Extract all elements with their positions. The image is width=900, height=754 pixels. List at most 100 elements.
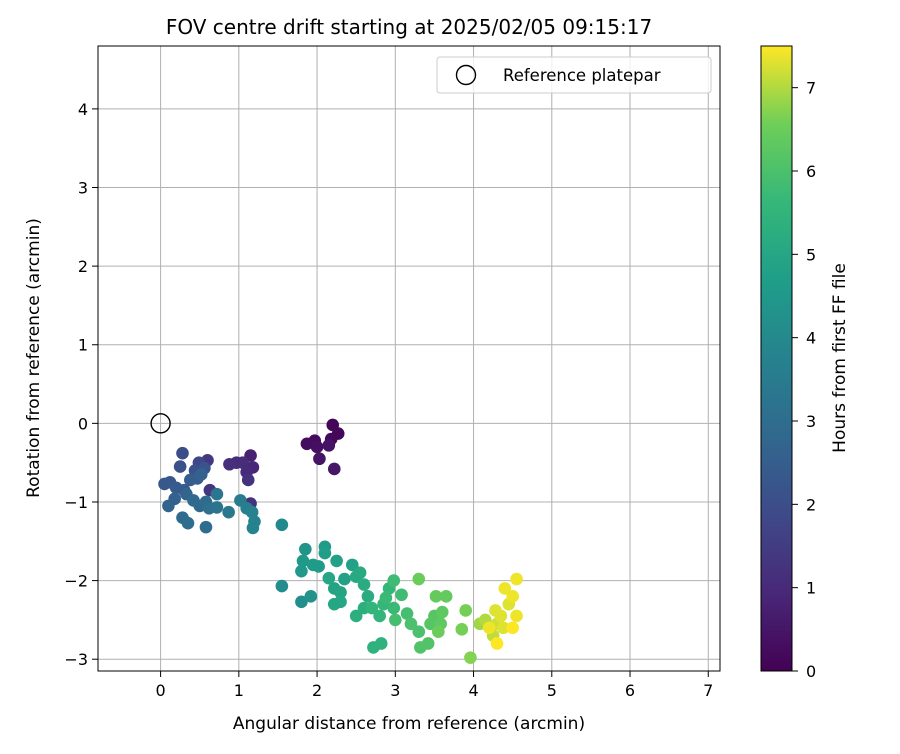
data-point [464,651,477,664]
colorbar-tick-label: 0 [806,662,816,681]
y-tick-label: 0 [78,414,88,433]
data-point [498,582,512,595]
data-point [210,501,224,514]
data-point [330,554,343,568]
data-point [455,623,469,636]
data-point [173,460,187,473]
colorbar-tick-label: 4 [806,329,816,348]
y-tick-label: 4 [78,100,88,119]
data-point [304,590,318,603]
legend-label: Reference platepar [503,66,661,85]
data-point [245,505,259,519]
data-point [181,516,195,530]
data-point [357,578,371,591]
data-point [222,505,235,519]
x-axis-label: Angular distance from reference (arcmin) [233,714,585,734]
data-point [345,558,359,572]
data-point [404,617,418,631]
data-point [295,595,308,609]
data-point [310,440,324,454]
data-point [334,586,347,599]
data-point [387,601,401,615]
chart-title: FOV centre drift starting at 2025/02/05 … [166,15,652,39]
data-point [506,621,519,635]
colorbar-gradient [760,45,793,672]
data-point [318,546,332,560]
data-point [322,439,336,452]
x-tick-label: 3 [390,681,400,700]
data-point [194,468,208,481]
data-point [374,637,388,650]
legend-box [436,56,712,94]
data-point [223,457,236,471]
x-tick-label: 7 [703,681,713,700]
data-point [275,518,289,532]
data-point [490,637,504,650]
x-axis-ticks: 0 1 2 3 4 5 6 7 [155,671,713,700]
x-tick-label: 6 [625,681,635,700]
grid [98,46,720,671]
data-point [162,499,175,513]
data-point [313,452,326,466]
data-point [387,574,401,587]
data-point [210,487,224,501]
y-tick-label: 2 [78,257,88,276]
data-point [295,564,308,578]
data-point [379,591,393,605]
legend-marker-icon [455,64,477,86]
colorbar-tick-label: 6 [806,162,816,181]
data-point [510,609,523,623]
data-point [400,607,414,620]
data-point [241,473,255,487]
data-point [248,515,261,528]
colorbar-label: Hours from first FF file [830,263,850,453]
data-point [327,462,341,476]
plot-frame [97,45,721,672]
y-axis-ticks: −3 −2 −1 0 1 2 3 4 [64,100,98,669]
x-tick-label: 5 [547,681,557,700]
colorbar-tick-label: 3 [806,412,816,431]
x-tick-label: 4 [468,681,478,700]
data-point [432,625,445,638]
data-point [459,604,473,617]
legend: Reference platepar [436,56,712,94]
data-point [412,572,426,586]
colorbar-ticks: 0 1 2 3 4 5 6 7 [792,79,816,681]
data-point [412,625,426,638]
data-point [389,613,402,627]
y-tick-label: −1 [64,493,88,512]
data-point [296,554,310,568]
data-point [312,560,325,573]
x-tick-label: 1 [234,681,244,700]
data-point [275,579,289,593]
data-point [429,590,443,603]
data-point [506,590,519,603]
data-point [435,605,449,619]
data-point [299,542,312,556]
data-point [176,446,189,460]
colorbar: 0 1 2 3 4 5 6 7 Hours from first FF file [760,45,850,681]
y-tick-label: −2 [64,572,88,591]
data-point [199,520,213,534]
data-point [373,609,386,623]
data-point [421,637,435,650]
data-point [489,604,502,617]
data-points [158,418,523,664]
data-point [334,595,347,609]
data-point [365,601,379,615]
data-point [349,609,363,623]
y-tick-label: −3 [64,650,88,669]
data-point [482,621,496,635]
data-point [322,571,336,585]
data-point [496,621,510,635]
data-point [439,590,453,603]
colorbar-tick-label: 1 [806,579,816,598]
colorbar-tick-label: 7 [806,79,816,98]
data-point [300,437,314,451]
x-tick-label: 0 [155,681,165,700]
colorbar-tick-label: 5 [806,245,816,264]
reference-point [150,413,171,434]
y-tick-label: 1 [78,336,88,355]
